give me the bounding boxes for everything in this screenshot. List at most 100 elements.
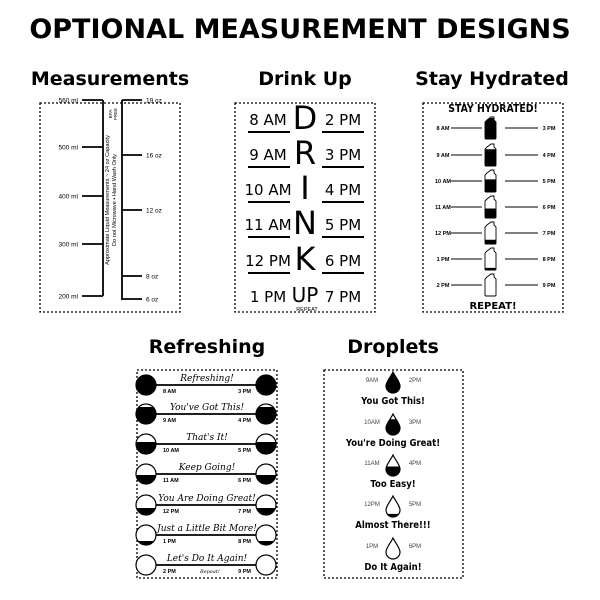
drink-right-time: 6 PM [325, 252, 361, 270]
refreshing-right-time: 3 PM [238, 389, 251, 395]
page-title: OPTIONAL MEASUREMENT DESIGNS [29, 14, 571, 45]
level-circle-fill [136, 442, 156, 454]
drink-letter: R [294, 134, 316, 172]
level-circle-fill [256, 442, 276, 454]
droplet-right-time: 3PM [409, 420, 421, 426]
droplet-right-time: 2PM [409, 378, 421, 384]
level-circle-fill [256, 407, 276, 424]
oz-mark-label: 12 oz [146, 208, 162, 215]
droplet-left-time: 10AM [364, 420, 380, 426]
drink-right-time: 2 PM [325, 111, 361, 129]
oz-mark-label: 16 oz [146, 153, 162, 160]
droplet-phrase: Do It Again! [364, 561, 421, 573]
oz-mark-label: 8 oz [146, 274, 158, 281]
level-circle-icon [135, 554, 157, 576]
ml-mark-label: 400 ml [58, 194, 78, 201]
hydrated-left-time: 1 PM [437, 257, 450, 263]
refreshing-left-time: 2 PM [163, 569, 176, 575]
hydrated-right-time: 5 PM [543, 179, 556, 185]
droplet-left-time: 9AM [366, 378, 378, 384]
bottle-fill [485, 239, 496, 244]
drink-right-time: 4 PM [325, 181, 361, 199]
hydrated-right-time: 3 PM [543, 126, 556, 132]
drink-right-time: 3 PM [325, 146, 361, 164]
refreshing-footer: Repeat! [199, 569, 220, 575]
ml-mark-label: 560 ml [58, 98, 78, 105]
drink-left-time: 11 AM [244, 216, 291, 234]
hydrated-right-time: 9 PM [543, 283, 556, 289]
refreshing-phrase: Let's Do It Again! [166, 554, 248, 564]
droplet-fill [387, 513, 399, 517]
label-measurements: Measurements [30, 68, 190, 90]
droplet-fill [386, 466, 400, 476]
bottle-icon [484, 273, 497, 297]
level-circle-icon [255, 554, 277, 576]
drink-letter: UP [292, 283, 319, 307]
refreshing-right-time: 7 PM [238, 509, 251, 515]
hydrated-left-time: 9 AM [437, 153, 450, 159]
level-circle-fill [256, 475, 276, 484]
hydrated-left-time: 8 AM [437, 126, 450, 132]
bpa-label: FREE [113, 108, 118, 120]
refreshing-left-time: 1 PM [163, 539, 176, 545]
ml-mark-label: 200 ml [58, 294, 78, 301]
bottle-icon [484, 247, 497, 271]
hydrated-left-time: 10 AM [435, 179, 451, 185]
hydrated-left-time: 2 PM [437, 283, 450, 289]
bottle-fill [485, 149, 496, 166]
drink-left-time: 8 AM [249, 111, 287, 129]
drink-up-frame [234, 102, 376, 313]
drink-left-time: 9 AM [249, 146, 287, 164]
hydrated-header: STAY HYDRATED! [448, 103, 537, 115]
refreshing-left-time: 12 PM [163, 509, 179, 515]
drink-right-time: 7 PM [325, 288, 361, 306]
refreshing-phrase: You Are Doing Great! [158, 494, 256, 504]
drink-right-time: 5 PM [325, 216, 361, 234]
oz-mark-label: 19 oz [146, 98, 162, 105]
droplet-right-time: 5PM [409, 502, 421, 508]
bottle-fill [485, 208, 496, 218]
bottle-fill [485, 179, 496, 192]
label-droplets: Droplets [347, 336, 439, 358]
level-circle-fill [136, 475, 156, 484]
level-circle-fill [138, 541, 154, 545]
level-circle-fill [136, 407, 156, 424]
droplet-fill [386, 372, 400, 393]
bottle-fill [485, 267, 496, 270]
label-drink-up: Drink Up [258, 68, 352, 90]
refreshing-right-time: 4 PM [238, 418, 251, 424]
drink-footer: REPEAT [296, 307, 318, 313]
refreshing-left-time: 9 AM [163, 418, 176, 424]
hydrated-right-time: 8 PM [543, 257, 556, 263]
drink-left-time: 12 PM [245, 252, 291, 270]
refreshing-phrase: That's It! [186, 433, 228, 443]
drink-letter: D [293, 99, 318, 137]
droplet-phrase: You Got This! [360, 395, 425, 407]
refreshing-right-time: 9 PM [238, 569, 251, 575]
hydrated-right-time: 4 PM [543, 153, 556, 159]
droplet-right-time: 4PM [409, 461, 421, 467]
droplet-phrase: Almost There!!! [355, 519, 430, 531]
refreshing-phrase: You've Got This! [170, 403, 245, 413]
ml-mark-label: 500 ml [58, 145, 78, 152]
hydrated-footer: REPEAT! [469, 301, 516, 312]
droplet-fill [386, 419, 400, 435]
hydrated-left-time: 11 AM [435, 205, 451, 211]
droplet-phrase: You're Doing Great! [345, 437, 440, 449]
drink-letter: I [300, 169, 309, 207]
bottle-fill [485, 118, 496, 139]
drink-letter: K [295, 240, 317, 278]
refreshing-right-time: 6 PM [238, 478, 251, 484]
drink-letter: N [293, 204, 317, 242]
drink-left-time: 1 PM [250, 288, 286, 306]
refreshing-left-time: 8 AM [163, 389, 176, 395]
droplet-phrase: Too Easy! [370, 478, 415, 490]
hydrated-right-time: 7 PM [543, 231, 556, 237]
level-circle-fill [258, 541, 274, 545]
droplet-left-time: 1PM [366, 544, 378, 550]
droplet-right-time: 6PM [409, 544, 421, 550]
stay-hydrated-frame [422, 102, 564, 313]
capacity-note: Approximate Liquid Measurements ~ 24 oz … [105, 135, 111, 265]
label-refreshing: Refreshing [148, 336, 266, 358]
